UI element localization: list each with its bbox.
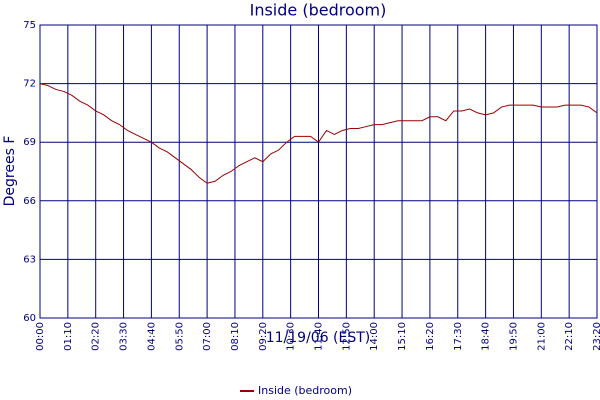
x-tick-label: 14:00 — [369, 322, 380, 351]
y-tick-label: 66 — [23, 196, 36, 207]
x-tick-label: 19:50 — [508, 322, 519, 351]
y-tick-label: 63 — [23, 254, 36, 265]
x-tick-label: 01:10 — [63, 322, 74, 351]
x-tick-label: 12:50 — [341, 322, 352, 351]
y-tick-label: 75 — [23, 20, 36, 31]
x-tick-label: 16:20 — [425, 322, 436, 351]
y-tick-label: 69 — [23, 137, 36, 148]
x-tick-label: 18:40 — [481, 322, 492, 351]
x-tick-label: 17:30 — [453, 322, 464, 351]
x-tick-label: 04:40 — [146, 322, 157, 351]
chart-title: Inside (bedroom) — [250, 1, 387, 20]
x-tick-label: 03:30 — [119, 322, 130, 351]
y-tick-label: 60 — [23, 313, 36, 324]
data-line — [39, 83, 598, 184]
x-tick-label: 22:10 — [564, 322, 575, 351]
x-tick-label: 08:10 — [230, 322, 241, 351]
x-tick-label: 21:00 — [536, 322, 547, 351]
y-axis-title: Degrees F — [2, 136, 18, 207]
x-tick-label: 05:50 — [174, 322, 185, 351]
x-tick-label: 00:00 — [35, 322, 46, 351]
y-tick-label: 72 — [23, 79, 36, 90]
x-tick-label: 11:40 — [314, 322, 325, 351]
x-axis-title: 11/19/06 (EST) — [266, 330, 371, 346]
x-tick-label: 07:00 — [202, 322, 213, 351]
x-tick-label: 02:20 — [91, 322, 102, 351]
x-tick-label: 15:10 — [397, 322, 408, 351]
x-tick-label: 09:20 — [258, 322, 269, 351]
legend-label: Inside (bedroom) — [258, 384, 352, 397]
x-tick-label: 23:20 — [592, 322, 600, 351]
x-tick-label: 10:30 — [286, 322, 297, 351]
